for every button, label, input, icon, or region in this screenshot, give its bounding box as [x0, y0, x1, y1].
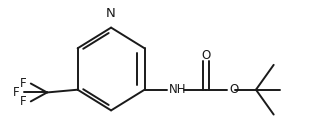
- Text: O: O: [202, 49, 211, 62]
- Text: N: N: [106, 7, 116, 20]
- Text: O: O: [229, 83, 239, 96]
- Text: F: F: [20, 77, 27, 90]
- Text: F: F: [14, 86, 20, 99]
- Text: NH: NH: [169, 83, 187, 96]
- Text: F: F: [20, 95, 27, 108]
